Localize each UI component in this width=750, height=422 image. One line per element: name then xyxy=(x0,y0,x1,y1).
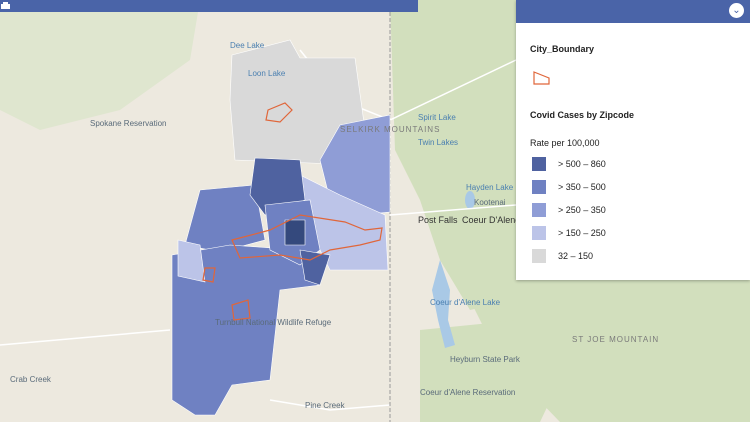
map-label: Spirit Lake xyxy=(418,113,456,122)
collapse-button[interactable]: ⌄ xyxy=(729,3,744,18)
map-label: Spokane Reservation xyxy=(90,119,167,128)
legend-label: > 250 – 350 xyxy=(558,205,606,215)
map-label: Dee Lake xyxy=(230,41,265,50)
map-label: Coeur D'Alene xyxy=(462,215,520,225)
map-label: Loon Lake xyxy=(248,69,286,78)
map-label: Turnbull National Wildlife Refuge xyxy=(215,318,332,327)
legend-item: > 500 – 860 xyxy=(532,156,606,172)
map-label: Crab Creek xyxy=(10,375,52,384)
map-label: Pine Creek xyxy=(305,401,346,410)
top-bar xyxy=(0,0,418,12)
map-label: Heyburn State Park xyxy=(450,355,521,364)
layer-title: Covid Cases by Zipcode xyxy=(530,110,635,120)
layer-title: City_Boundary xyxy=(530,44,595,54)
zipcode-areas[interactable] xyxy=(171,39,391,416)
map-labels: Spokane Reservation Loon Lake Dee Lake P… xyxy=(10,41,659,410)
legend-item: > 350 – 500 xyxy=(532,179,606,195)
boundary-swatch xyxy=(533,71,550,85)
legend-item: 32 – 150 xyxy=(532,248,593,264)
city-boundaries xyxy=(202,102,383,321)
map-label: ST JOE MOUNTAIN xyxy=(572,335,659,344)
map-label: SELKIRK MOUNTAINS xyxy=(340,125,440,134)
legend-header: ⌄ xyxy=(516,0,750,23)
legend-item: > 250 – 350 xyxy=(532,202,606,218)
map-label: Coeur d'Alene Reservation xyxy=(420,388,515,397)
map-label: Twin Lakes xyxy=(418,138,458,147)
map-label: Kootenai xyxy=(474,198,506,207)
legend-label: > 150 – 250 xyxy=(558,228,606,238)
map-label: Post Falls xyxy=(418,215,458,225)
map-label: Hayden Lake xyxy=(466,183,514,192)
print-icon[interactable] xyxy=(0,1,12,13)
legend-label: 32 – 150 xyxy=(558,251,594,261)
legend-label: > 500 – 860 xyxy=(558,159,606,169)
water xyxy=(432,191,475,348)
legend-swatch xyxy=(532,203,546,217)
legend-swatch xyxy=(532,249,546,263)
legend-swatch xyxy=(532,157,546,171)
map-label: Coeur d'Alene Lake xyxy=(430,298,501,307)
legend-item: > 150 – 250 xyxy=(532,225,606,241)
legend-swatch xyxy=(532,226,546,240)
legend-panel: ⌄ City_Boundary Covid Cases by Zipcode R… xyxy=(516,0,750,280)
layer-subtitle: Rate per 100,000 xyxy=(530,138,600,148)
legend-swatch xyxy=(532,180,546,194)
legend-label: > 350 – 500 xyxy=(558,182,606,192)
